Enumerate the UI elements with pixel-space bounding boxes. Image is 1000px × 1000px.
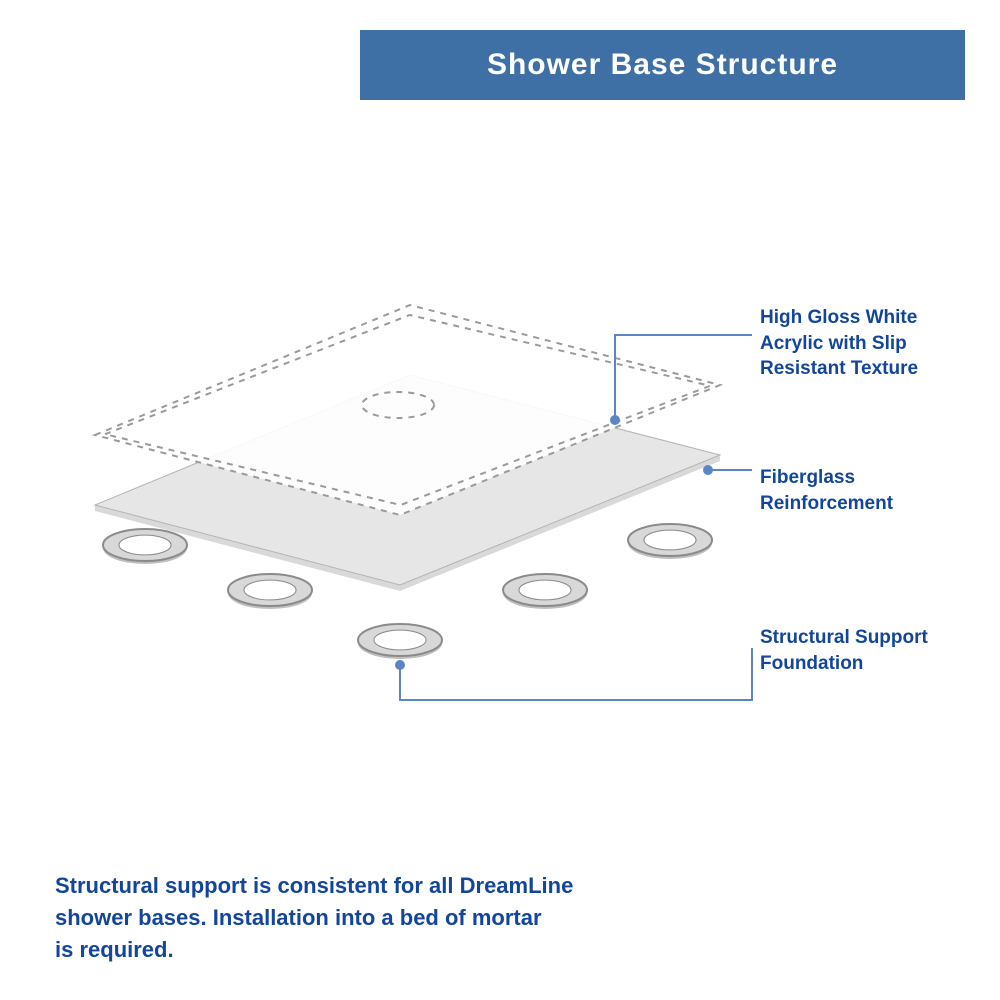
infographic-canvas: Shower Base Structure High Gloss White A… bbox=[0, 0, 1000, 1000]
callout-acrylic-label: High Gloss White Acrylic with Slip Resis… bbox=[760, 305, 918, 382]
callout-foundation-label: Structural Support Foundation bbox=[760, 625, 928, 676]
callout-fiberglass-label: Fiberglass Reinforcement bbox=[760, 465, 893, 516]
footer-note: Structural support is consistent for all… bbox=[55, 870, 573, 966]
